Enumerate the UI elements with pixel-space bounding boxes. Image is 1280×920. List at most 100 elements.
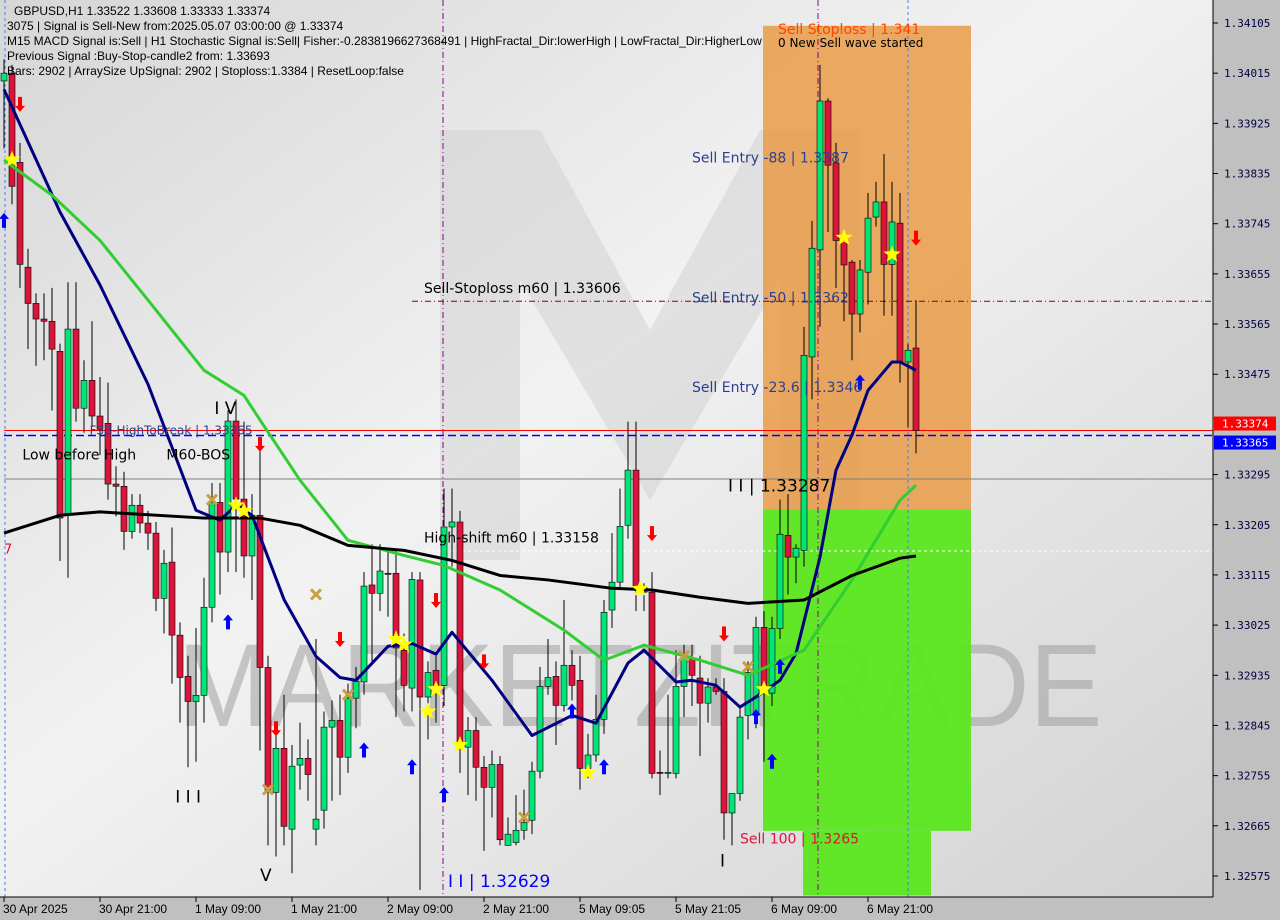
buy-arrow-icon [599,759,609,775]
bear-candle [280,748,288,827]
bull-candle [520,822,528,831]
bear-candle [112,483,120,487]
bull-candle [360,585,368,683]
star-icon [427,680,445,697]
y-tick-label: 1.32755 [1224,770,1270,783]
star-icon [835,228,853,245]
bear-candle [896,222,904,363]
bear-candle [256,514,264,668]
bear-candle [848,261,856,315]
chart-label: M60-BOS [166,448,230,464]
bear-candle [336,720,344,758]
bear-candle [880,201,888,265]
x-tick-label: 5 May 09:05 [579,902,645,916]
bear-candle [552,676,560,706]
bear-candle [56,351,64,519]
bull-candle [272,748,280,793]
bear-candle [304,758,312,775]
bear-candle [576,679,584,769]
bull-candle [320,726,328,811]
bull-candle [488,764,496,788]
y-tick-label: 1.33475 [1224,368,1270,381]
buy-arrow-icon [0,212,9,228]
bull-candle [544,677,552,687]
x-tick-label: 2 May 21:00 [483,902,549,916]
y-tick-label: 1.33295 [1224,469,1270,482]
cross-icon [517,811,531,824]
cross-icon [341,688,355,701]
chart-label: V [260,866,272,886]
star-icon [387,630,405,647]
x-tick-label: 5 May 21:05 [675,902,741,916]
sell-arrow-icon [647,526,657,542]
indicator-status: M15 MACD Signal is:Sell | H1 Stochastic … [7,34,762,48]
bull-candle [312,818,320,830]
bear-candle [784,535,792,558]
bull-candle [872,201,880,218]
y-tick-label: 1.33025 [1224,619,1270,632]
bull-candle [328,720,336,728]
bull-candle [80,380,88,409]
chart-label: 7 [4,543,12,558]
bear-candle [120,485,128,532]
bear-candle [264,667,272,791]
bear-candle [656,771,664,774]
y-tick-label: 1.33835 [1224,168,1270,181]
bull-candle [288,765,296,830]
bear-candle [392,572,400,649]
x-tick-label: 6 May 21:00 [867,902,933,916]
bear-candle [568,664,576,686]
bear-candle [24,266,32,304]
bear-candle [168,561,176,636]
buy-zone [803,830,931,896]
bull-candle [344,697,352,758]
price-tag [1214,416,1276,431]
y-tick-label: 1.33205 [1224,519,1270,532]
bull-candle [600,611,608,720]
bull-candle [672,686,680,774]
bear-candle [824,100,832,166]
bull-candle [728,793,736,814]
bull-candle [440,526,448,686]
y-tick-label: 1.32845 [1224,719,1270,732]
bull-candle [424,672,432,698]
chart-label: Sell-Stoploss m60 | 1.33606 [424,281,621,297]
bull-candle [888,221,896,265]
sell-arrow-icon [911,230,921,246]
chart-label: I I | 1.33287 [728,476,830,496]
chart-label: I V [214,399,236,419]
bull-candle [736,716,744,794]
bull-candle [664,771,672,774]
price-axis[interactable] [1213,0,1280,920]
bull-candle [296,758,304,766]
x-tick-label: 30 Apr 2025 [3,902,68,916]
background-logo [440,130,860,560]
chart-label: I I I [175,787,201,807]
buy-arrow-icon [359,742,369,758]
price-tag-label: 1.33374 [1222,418,1269,431]
y-tick-label: 1.33925 [1224,117,1270,130]
slow-ma-line [3,510,917,605]
bull-candle [592,719,600,756]
chart-label: I I | 1.32629 [448,872,550,892]
sell-arrow-icon [15,96,25,112]
bear-candle [480,766,488,788]
bull-candle [464,730,472,748]
bull-candle [0,72,8,82]
bull-candle [192,695,200,702]
bull-candle [704,686,712,704]
bull-candle [512,829,520,843]
bull-candle [128,504,136,532]
bull-candle [448,521,456,528]
time-axis[interactable] [0,897,1213,920]
star-icon [579,763,597,781]
bear-candle [832,162,840,241]
cross-icon [205,493,219,506]
y-tick-label: 1.32575 [1224,870,1270,883]
bull-candle [200,606,208,696]
signal-text: 3075 | Signal is Sell-New from:2025.05.0… [7,19,344,33]
bear-candle [104,422,112,485]
buy-arrow-icon [767,753,777,769]
bear-candle [16,162,24,265]
